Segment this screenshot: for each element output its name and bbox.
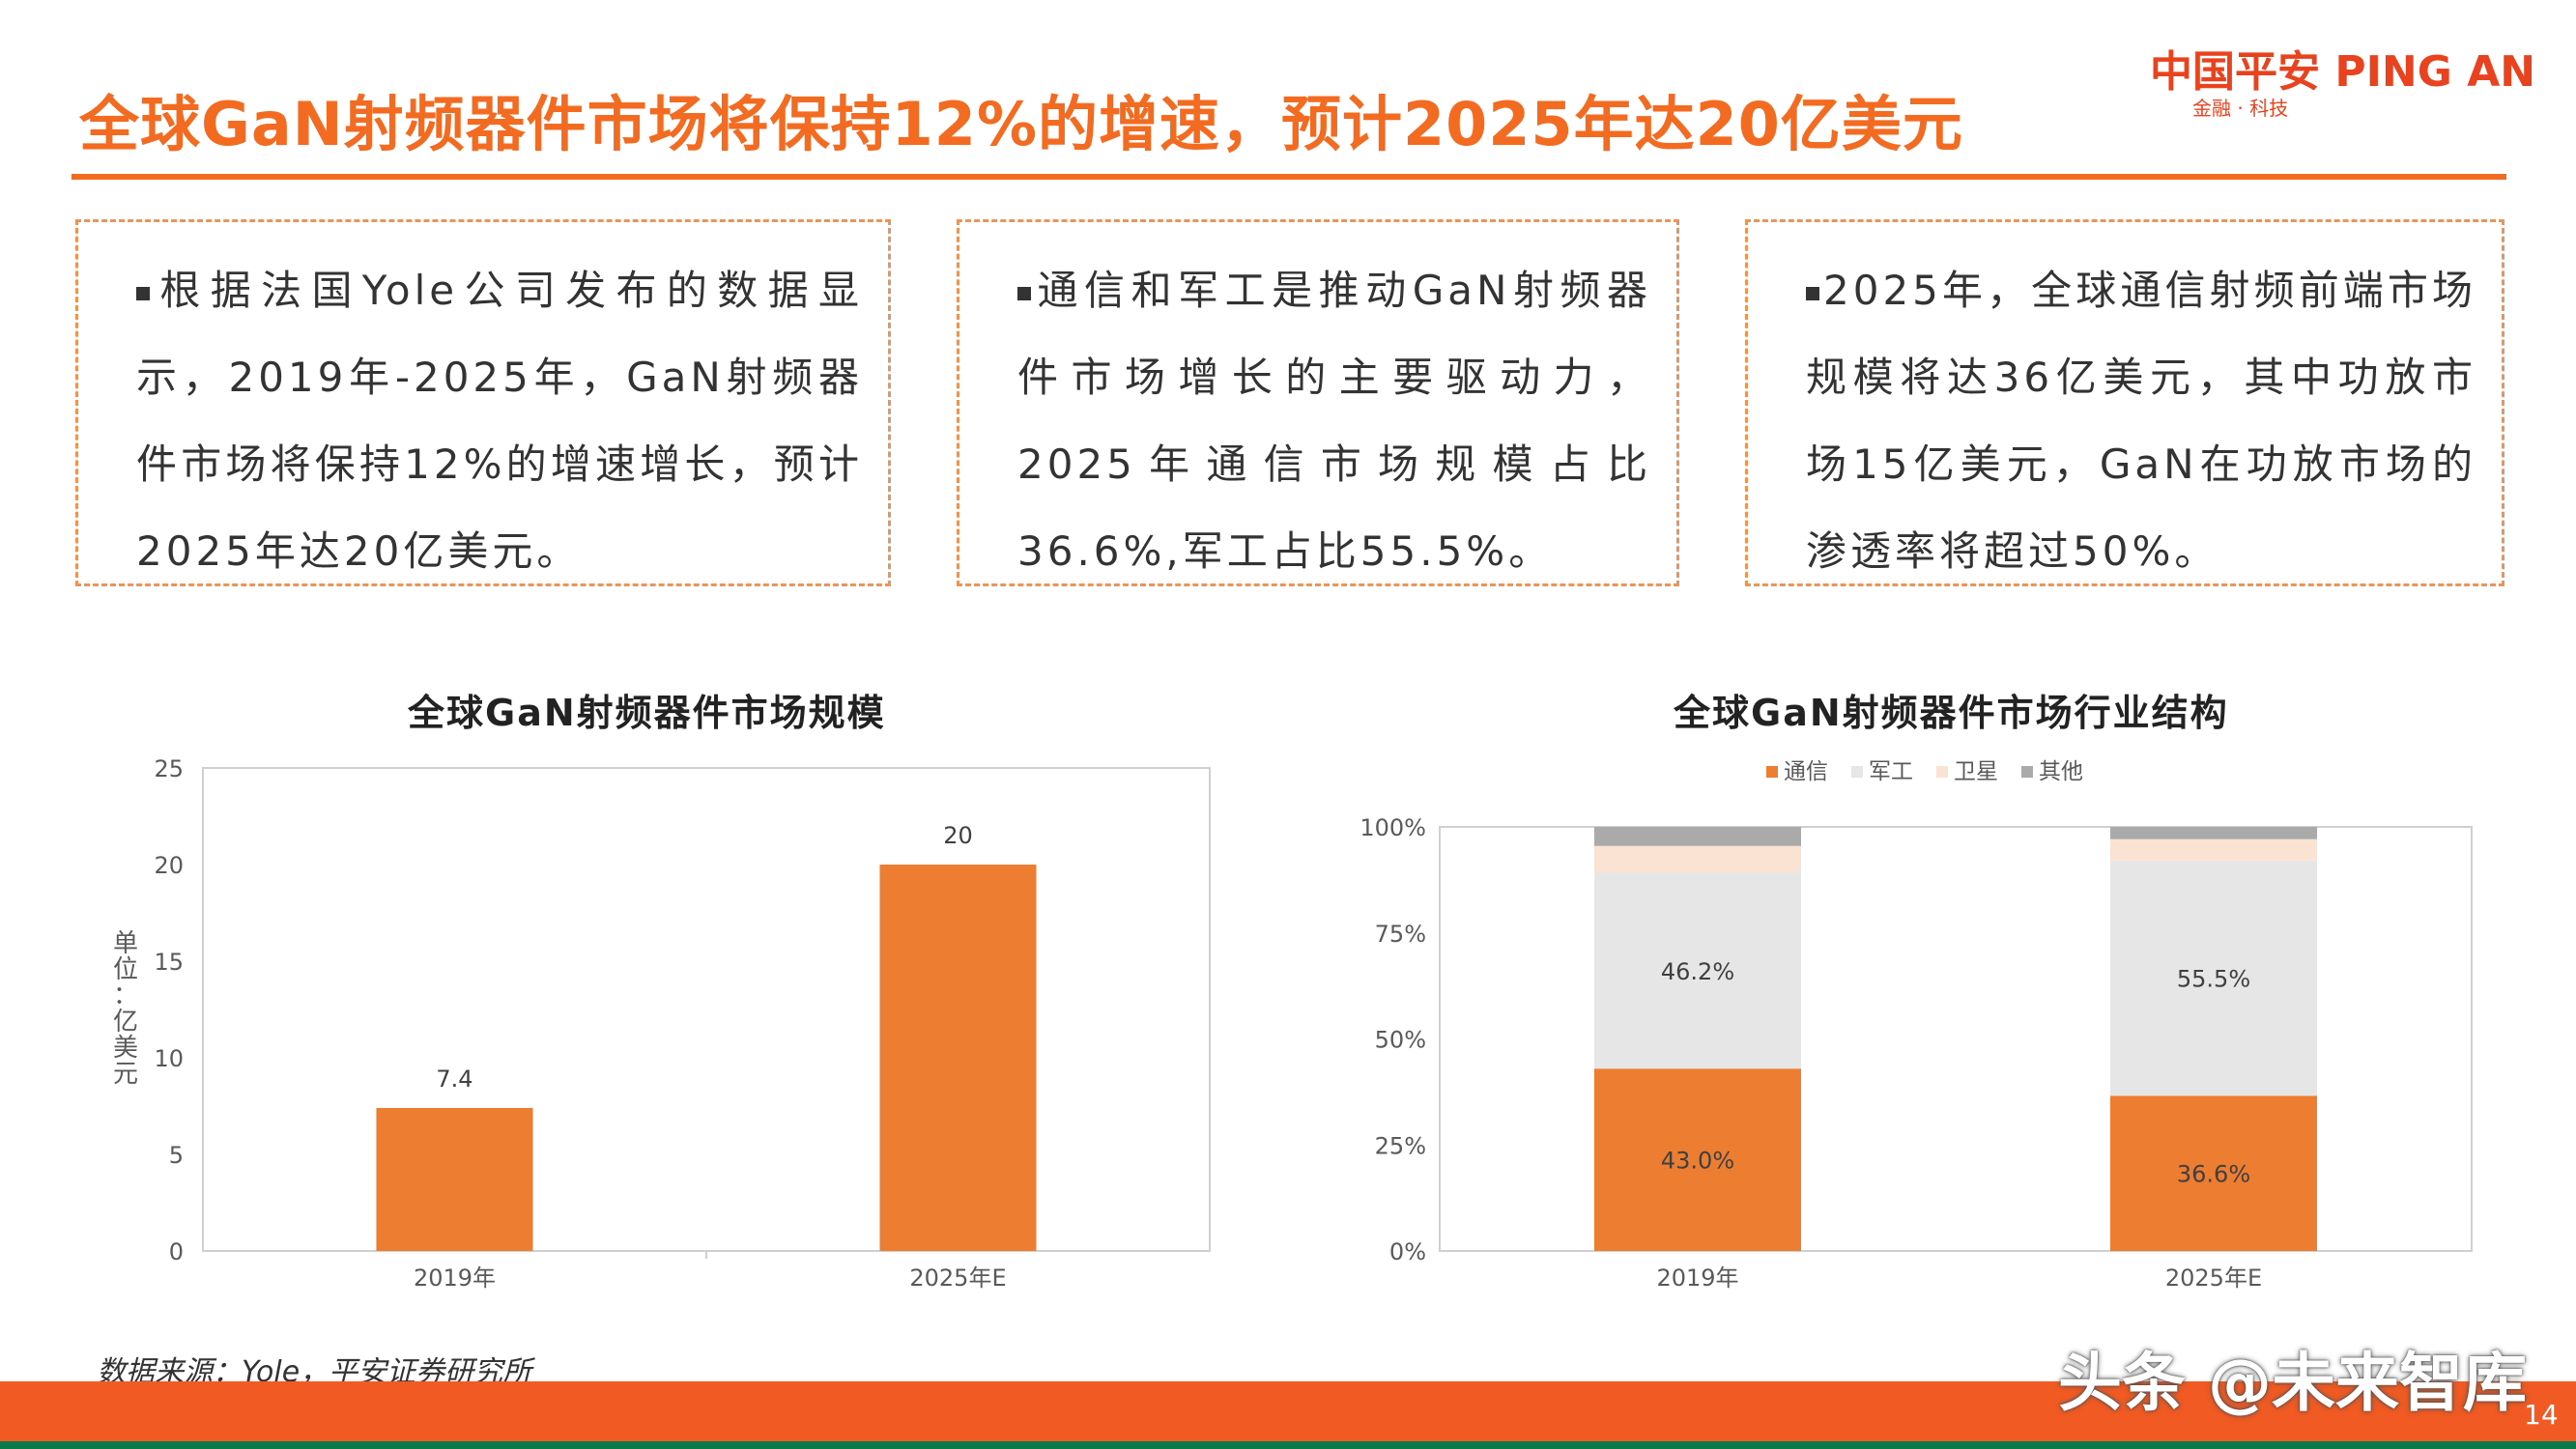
info-box-text: 根据法国Yole公司发布的数据显示，2019年-2025年，GaN射频器件市场将… xyxy=(136,267,863,575)
logo-main-text: 中国平安 PING AN xyxy=(2150,47,2536,97)
y-axis-label: 单位：亿美元 xyxy=(113,929,138,1089)
legend-swatch xyxy=(2021,766,2033,778)
stacked-segment xyxy=(1594,1068,1801,1251)
stacked-segment xyxy=(2110,860,2317,1096)
stacked-segment xyxy=(1594,827,1801,846)
y-tick-label: 10 xyxy=(154,1045,184,1072)
stacked-segment xyxy=(2110,838,2317,861)
chart2-title: 全球GaN射频器件市场行业结构 xyxy=(1674,692,2229,734)
x-tick-label: 2025年E xyxy=(2165,1264,2262,1292)
data-label: 7.4 xyxy=(436,1065,472,1093)
bar xyxy=(879,865,1037,1251)
pingan-logo: 中国平安 PING AN 金融 · 科技 xyxy=(2150,37,2546,120)
chart1-title: 全球GaN射频器件市场规模 xyxy=(408,692,886,734)
y-tick-label: 20 xyxy=(154,852,184,879)
title-divider xyxy=(72,174,2506,180)
segment-label: 36.6% xyxy=(2177,1161,2250,1188)
x-tick-label: 2019年 xyxy=(1656,1264,1738,1292)
data-label: 20 xyxy=(943,822,973,849)
legend-swatch xyxy=(1936,766,1948,778)
segment-label: 46.2% xyxy=(1661,958,1734,985)
info-box-drivers: 通信和军工是推动GaN射频器件市场增长的主要驱动力，2025年通信市场规模占比3… xyxy=(957,219,1679,586)
plot-frame xyxy=(1439,826,2473,1252)
stacked-segment xyxy=(1594,872,1801,1069)
legend-label: 通信 xyxy=(1784,759,1828,784)
y-tick-label: 0% xyxy=(1389,1238,1426,1265)
y-tick-label: 0 xyxy=(169,1238,184,1265)
y-tick-label: 100% xyxy=(1360,814,1426,841)
logo-sub-text: 金融 · 科技 xyxy=(2192,97,2289,120)
market-size-bar-chart: 0 5 10 15 20 25 7.4 2019年 20 2025年E 单位：亿美元 xyxy=(113,755,1211,1292)
info-box-text: 2025年，全球通信射频前端市场规模将达36亿美元，其中功放市场15亿美元，Ga… xyxy=(1806,267,2476,575)
info-box-yole: 根据法国Yole公司发布的数据显示，2019年-2025年，GaN射频器件市场将… xyxy=(75,219,891,586)
legend-swatch xyxy=(1766,766,1778,778)
y-tick-label: 15 xyxy=(154,949,184,976)
y-tick-label: 5 xyxy=(169,1142,184,1169)
bullet-icon xyxy=(136,286,150,300)
industry-structure-stacked-chart: 0% 25% 50% 75% 100% 通信 军工 卫星 其他 43.0% 46.2% 2019年 36… xyxy=(1360,759,2473,1292)
footer-stripe xyxy=(0,1441,2576,1449)
legend-label: 卫星 xyxy=(1954,759,1998,784)
page-number: 14 xyxy=(2524,1399,2559,1431)
footer-bar xyxy=(0,1381,2576,1441)
bullet-icon xyxy=(1017,286,1031,300)
y-tick-label: 25% xyxy=(1375,1132,1426,1159)
plot-frame xyxy=(202,767,1211,1252)
y-tick-label: 75% xyxy=(1375,921,1426,948)
segment-label: 55.5% xyxy=(2177,966,2250,993)
y-tick-label: 25 xyxy=(154,755,184,782)
page-title: 全球GaN射频器件市场将保持12%的增速，预计2025年达20亿美元 xyxy=(79,89,1963,159)
x-tick-label: 2025年E xyxy=(909,1264,1006,1292)
legend-label: 军工 xyxy=(1869,759,1913,784)
bullet-icon xyxy=(1806,286,1819,300)
stacked-segment xyxy=(2110,1095,2317,1251)
stacked-segment xyxy=(2110,827,2317,839)
watermark: 头条 @未来智库 xyxy=(2058,1346,2527,1420)
legend-label: 其他 xyxy=(2039,759,2083,784)
y-tick-label: 50% xyxy=(1375,1027,1426,1054)
legend-swatch xyxy=(1851,766,1863,778)
info-box-telecom: 2025年，全球通信射频前端市场规模将达36亿美元，其中功放市场15亿美元，Ga… xyxy=(1745,219,2504,586)
segment-label: 43.0% xyxy=(1661,1148,1734,1175)
info-box-text: 通信和军工是推动GaN射频器件市场增长的主要驱动力，2025年通信市场规模占比3… xyxy=(1017,267,1651,575)
x-tick-label: 2019年 xyxy=(414,1264,496,1292)
bar xyxy=(376,1108,533,1251)
stacked-segment xyxy=(1594,845,1801,873)
